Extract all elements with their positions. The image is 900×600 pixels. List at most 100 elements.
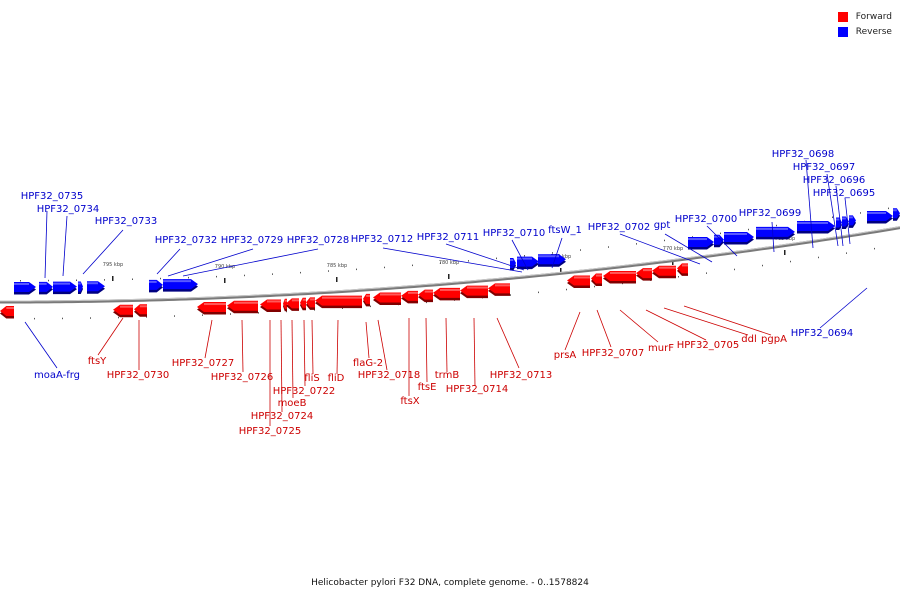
scale-dot [258, 312, 259, 314]
gene-arrow[interactable] [867, 210, 893, 224]
gene-arrow[interactable] [433, 287, 460, 301]
scale-dot [776, 224, 777, 227]
gene-arrow[interactable] [78, 281, 83, 294]
reverse-gene-label[interactable]: HPF32_0729 [221, 235, 283, 246]
gene-arrow[interactable] [14, 281, 36, 295]
gene-arrow[interactable] [460, 285, 488, 299]
gene-arrow[interactable] [510, 258, 516, 271]
genome-caption: Helicobacter pylori F32 DNA, complete ge… [311, 578, 589, 588]
gene-leader-line [819, 287, 868, 329]
scale-dot [818, 256, 819, 259]
gene-arrow[interactable] [149, 279, 163, 293]
forward-gene-label[interactable]: HPF32_0707 [582, 348, 644, 359]
reverse-gene-label[interactable]: HPF32_0728 [287, 235, 349, 246]
reverse-gene-label[interactable]: HPF32_0702 [588, 222, 650, 233]
gene-arrow[interactable] [603, 270, 636, 284]
gene-leader-line [619, 309, 659, 343]
reverse-gene-label[interactable]: HPF32_0733 [95, 216, 157, 227]
reverse-gene-label[interactable]: HPF32_0696 [803, 175, 865, 186]
forward-gene-label[interactable]: moeB [278, 398, 307, 409]
gene-arrow[interactable] [401, 290, 418, 304]
reverse-gene-label[interactable]: HPF32_0698 [772, 149, 834, 160]
gene-arrow[interactable] [306, 297, 315, 310]
gene-arrow[interactable] [39, 281, 53, 295]
gene-arrow[interactable] [315, 295, 362, 309]
reverse-gene-label[interactable]: HPF32_0734 [37, 204, 99, 215]
gene-arrow[interactable] [517, 256, 539, 270]
reverse-gene-label[interactable]: HPF32_0699 [739, 208, 801, 219]
scale-dot [328, 270, 329, 272]
forward-gene-label[interactable]: HPF32_0725 [239, 426, 301, 437]
gene-arrow[interactable] [636, 268, 652, 281]
gene-arrow[interactable] [227, 300, 258, 314]
genome-backbone [0, 226, 900, 304]
scale-dot [468, 260, 469, 262]
gene-arrow[interactable] [538, 254, 566, 267]
reverse-gene-label[interactable]: HPF32_0697 [793, 162, 855, 173]
gene-arrow[interactable] [652, 265, 676, 279]
forward-gene-label[interactable]: prsA [554, 350, 577, 361]
reverse-gene-label[interactable]: ftsW_1 [548, 225, 582, 236]
forward-gene-label[interactable]: HPF32_0724 [251, 411, 313, 422]
forward-gene-label[interactable]: HPF32_0726 [211, 372, 273, 383]
gene-leader-line [336, 319, 339, 375]
gene-leader-line [771, 221, 775, 253]
reverse-gene-label[interactable]: moaA-frg [34, 370, 80, 381]
gene-arrow[interactable] [714, 234, 724, 248]
forward-gene-label[interactable]: HPF32_0718 [358, 370, 420, 381]
gene-arrow[interactable] [197, 302, 226, 315]
reverse-gene-label[interactable]: HPF32_0695 [813, 188, 875, 199]
scale-dot [846, 252, 847, 254]
gene-arrow[interactable] [488, 283, 510, 296]
gene-arrow[interactable] [688, 237, 714, 250]
forward-gene-label[interactable]: ftsX [400, 396, 419, 407]
forward-gene-label[interactable]: fliS [304, 373, 319, 384]
reverse-gene-label[interactable]: HPF32_0700 [675, 214, 737, 225]
forward-gene-label[interactable]: HPF32_0722 [273, 386, 335, 397]
reverse-gene-label[interactable]: HPF32_0710 [483, 228, 545, 239]
scale-tick-label: 770 kbp [663, 246, 683, 252]
gene-arrow[interactable] [163, 279, 198, 292]
reverse-gene-label[interactable]: HPF32_0711 [417, 232, 479, 243]
gene-arrow[interactable] [797, 220, 835, 234]
reverse-swatch [837, 26, 848, 37]
gene-arrow[interactable] [567, 275, 590, 288]
reverse-gene-label[interactable]: gpt [654, 220, 671, 231]
gene-arrow[interactable] [756, 226, 795, 240]
gene-arrow[interactable] [418, 289, 433, 303]
gene-arrow[interactable] [363, 293, 370, 307]
gene-arrow[interactable] [283, 298, 287, 312]
forward-gene-label[interactable]: trmB [435, 370, 460, 381]
forward-gene-label[interactable]: ftsY [88, 356, 107, 367]
gene-arrow[interactable] [260, 299, 281, 312]
gene-arrow[interactable] [849, 215, 856, 228]
forward-gene-label[interactable]: flaG-2 [353, 358, 383, 369]
forward-gene-label[interactable]: ftsE [418, 382, 437, 393]
gene-arrow[interactable] [893, 208, 900, 221]
forward-gene-label[interactable]: HPF32_0713 [490, 370, 552, 381]
gene-arrow[interactable] [0, 305, 14, 319]
gene-leader-line [24, 321, 58, 369]
forward-gene-label[interactable]: ddl [741, 334, 756, 345]
reverse-gene-label[interactable]: HPF32_0712 [351, 234, 413, 245]
forward-gene-label[interactable]: pgpA [761, 334, 787, 345]
gene-arrow[interactable] [53, 281, 77, 295]
reverse-gene-label[interactable]: HPF32_0732 [155, 235, 217, 246]
gene-arrow[interactable] [373, 292, 401, 305]
forward-gene-label[interactable]: HPF32_0730 [107, 370, 169, 381]
gene-arrow[interactable] [286, 298, 299, 311]
forward-gene-label[interactable]: HPF32_0705 [677, 340, 739, 351]
forward-gene-label[interactable]: murF [648, 343, 674, 354]
gene-arrow[interactable] [300, 297, 306, 311]
reverse-gene-label[interactable]: HPF32_0735 [21, 191, 83, 202]
forward-gene-label[interactable]: HPF32_0727 [172, 358, 234, 369]
gene-arrow[interactable] [113, 304, 133, 318]
gene-arrow[interactable] [724, 232, 754, 245]
forward-gene-label[interactable]: HPF32_0714 [446, 384, 508, 395]
forward-gene-label[interactable]: fliD [328, 373, 345, 384]
gene-arrow[interactable] [134, 304, 147, 317]
reverse-gene-label[interactable]: HPF32_0694 [791, 328, 853, 339]
gene-arrow[interactable] [677, 263, 688, 276]
gene-arrow[interactable] [87, 281, 105, 294]
gene-arrow[interactable] [591, 273, 602, 287]
